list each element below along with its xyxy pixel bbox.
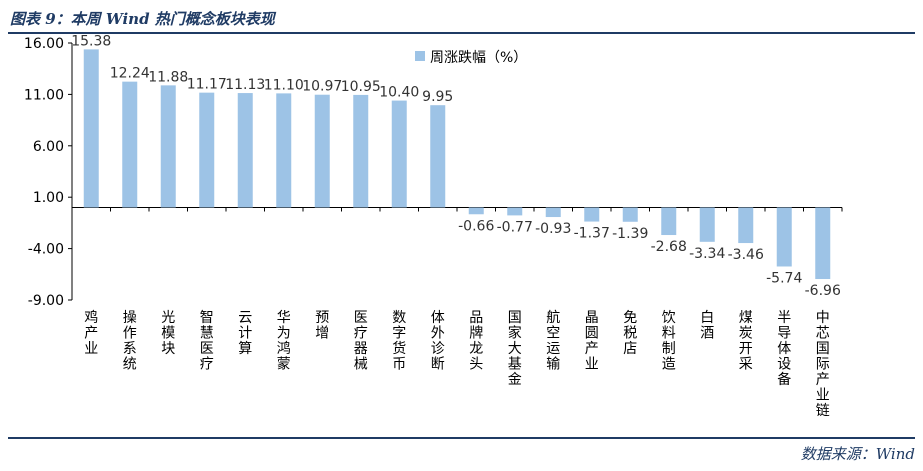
data-label: 10.95 bbox=[341, 79, 381, 95]
category-label: 航空运输 bbox=[546, 310, 560, 373]
chart-data-labels: 15.38 12.2411.8811.1711.1311.1010.9710.95… bbox=[71, 33, 841, 299]
data-label: -0.66 bbox=[458, 218, 494, 234]
chart-header: 图表 9：本周 Wind 热门概念板块表现 bbox=[8, 6, 915, 34]
data-label: 12.24 bbox=[110, 66, 150, 82]
category-label: 煤炭开采 bbox=[739, 310, 753, 373]
data-label: 11.88 bbox=[148, 69, 188, 85]
bar bbox=[237, 93, 253, 208]
bar bbox=[661, 207, 677, 236]
data-label: -3.46 bbox=[728, 247, 764, 263]
bar bbox=[430, 105, 446, 208]
y-tick-label: 11.00 bbox=[24, 87, 64, 103]
category-label: 华为鸿蒙 bbox=[277, 310, 291, 373]
bar bbox=[391, 100, 407, 208]
data-label: 11.13 bbox=[225, 77, 265, 93]
chart-category-labels: 鸡产业 操作系统 光模块 智慧医疗 云计算 华为鸿蒙 预增 医疗器械 数字货币 体外诊断 品牌龙头 国… bbox=[84, 309, 830, 419]
category-label: 白酒 bbox=[700, 310, 714, 342]
legend-swatch bbox=[415, 51, 425, 61]
bar bbox=[276, 93, 292, 208]
category-label: 数字货币 bbox=[392, 310, 406, 373]
bar bbox=[199, 92, 215, 208]
bar bbox=[545, 207, 561, 218]
category-label: 云计算 bbox=[238, 310, 252, 357]
chart-bars bbox=[83, 49, 831, 280]
legend-label: 周涨跌幅（%） bbox=[430, 50, 527, 66]
data-label: 11.10 bbox=[264, 77, 304, 93]
chart-legend: 周涨跌幅（%） bbox=[415, 50, 527, 66]
data-label: 9.95 bbox=[422, 89, 453, 105]
data-label: -0.77 bbox=[497, 219, 533, 235]
category-label: 品牌龙头 bbox=[469, 310, 483, 373]
category-label: 鸡产业 bbox=[84, 309, 98, 357]
bar bbox=[815, 207, 831, 280]
bar bbox=[622, 207, 638, 222]
data-label: 10.40 bbox=[379, 85, 419, 101]
data-source: 数据来源：Wind bbox=[800, 445, 915, 463]
data-label: -1.39 bbox=[612, 226, 648, 242]
y-tick-label: 16.00 bbox=[24, 36, 64, 52]
y-tick-label: -4.00 bbox=[28, 242, 64, 258]
category-label: 智慧医疗 bbox=[200, 310, 214, 373]
bar bbox=[507, 207, 523, 216]
y-tick-label: 6.00 bbox=[33, 139, 64, 155]
data-label: -0.93 bbox=[535, 221, 571, 237]
category-label: 国家大基金 bbox=[508, 310, 522, 388]
category-label: 晶圆产业 bbox=[585, 310, 599, 373]
bar bbox=[160, 85, 176, 208]
category-label: 免税店 bbox=[623, 310, 637, 357]
bar bbox=[353, 94, 369, 208]
data-label: -1.37 bbox=[574, 226, 610, 242]
bar bbox=[738, 207, 754, 244]
data-label: -2.68 bbox=[651, 239, 687, 255]
category-label: 体外诊断 bbox=[431, 310, 445, 373]
bar bbox=[699, 207, 715, 242]
bar bbox=[314, 94, 330, 208]
bar bbox=[776, 207, 792, 267]
bar bbox=[468, 207, 484, 215]
data-label: -3.34 bbox=[689, 246, 725, 262]
data-label: 10.97 bbox=[302, 79, 342, 95]
bar bbox=[83, 49, 99, 208]
y-tick-label: -9.00 bbox=[28, 293, 64, 309]
data-label: -6.96 bbox=[805, 283, 841, 299]
footer-divider bbox=[8, 437, 915, 439]
category-label: 中芯国际产业链 bbox=[816, 310, 830, 419]
category-label: 操作系统 bbox=[123, 310, 137, 373]
category-label: 光模块 bbox=[161, 310, 175, 357]
y-tick-label: 1.00 bbox=[33, 190, 64, 206]
category-label: 预增 bbox=[315, 310, 329, 342]
category-label: 饮料制造 bbox=[662, 310, 676, 373]
bar bbox=[122, 81, 138, 208]
bar bbox=[584, 207, 600, 222]
category-label: 医疗器械 bbox=[354, 310, 368, 373]
data-label: 15.38 bbox=[71, 33, 111, 49]
chart-caption: 图表 9：本周 Wind 热门概念板块表现 bbox=[10, 10, 275, 28]
data-label: 11.17 bbox=[187, 77, 227, 93]
category-label: 半导体设备 bbox=[777, 310, 791, 388]
data-label: -5.74 bbox=[766, 270, 802, 286]
